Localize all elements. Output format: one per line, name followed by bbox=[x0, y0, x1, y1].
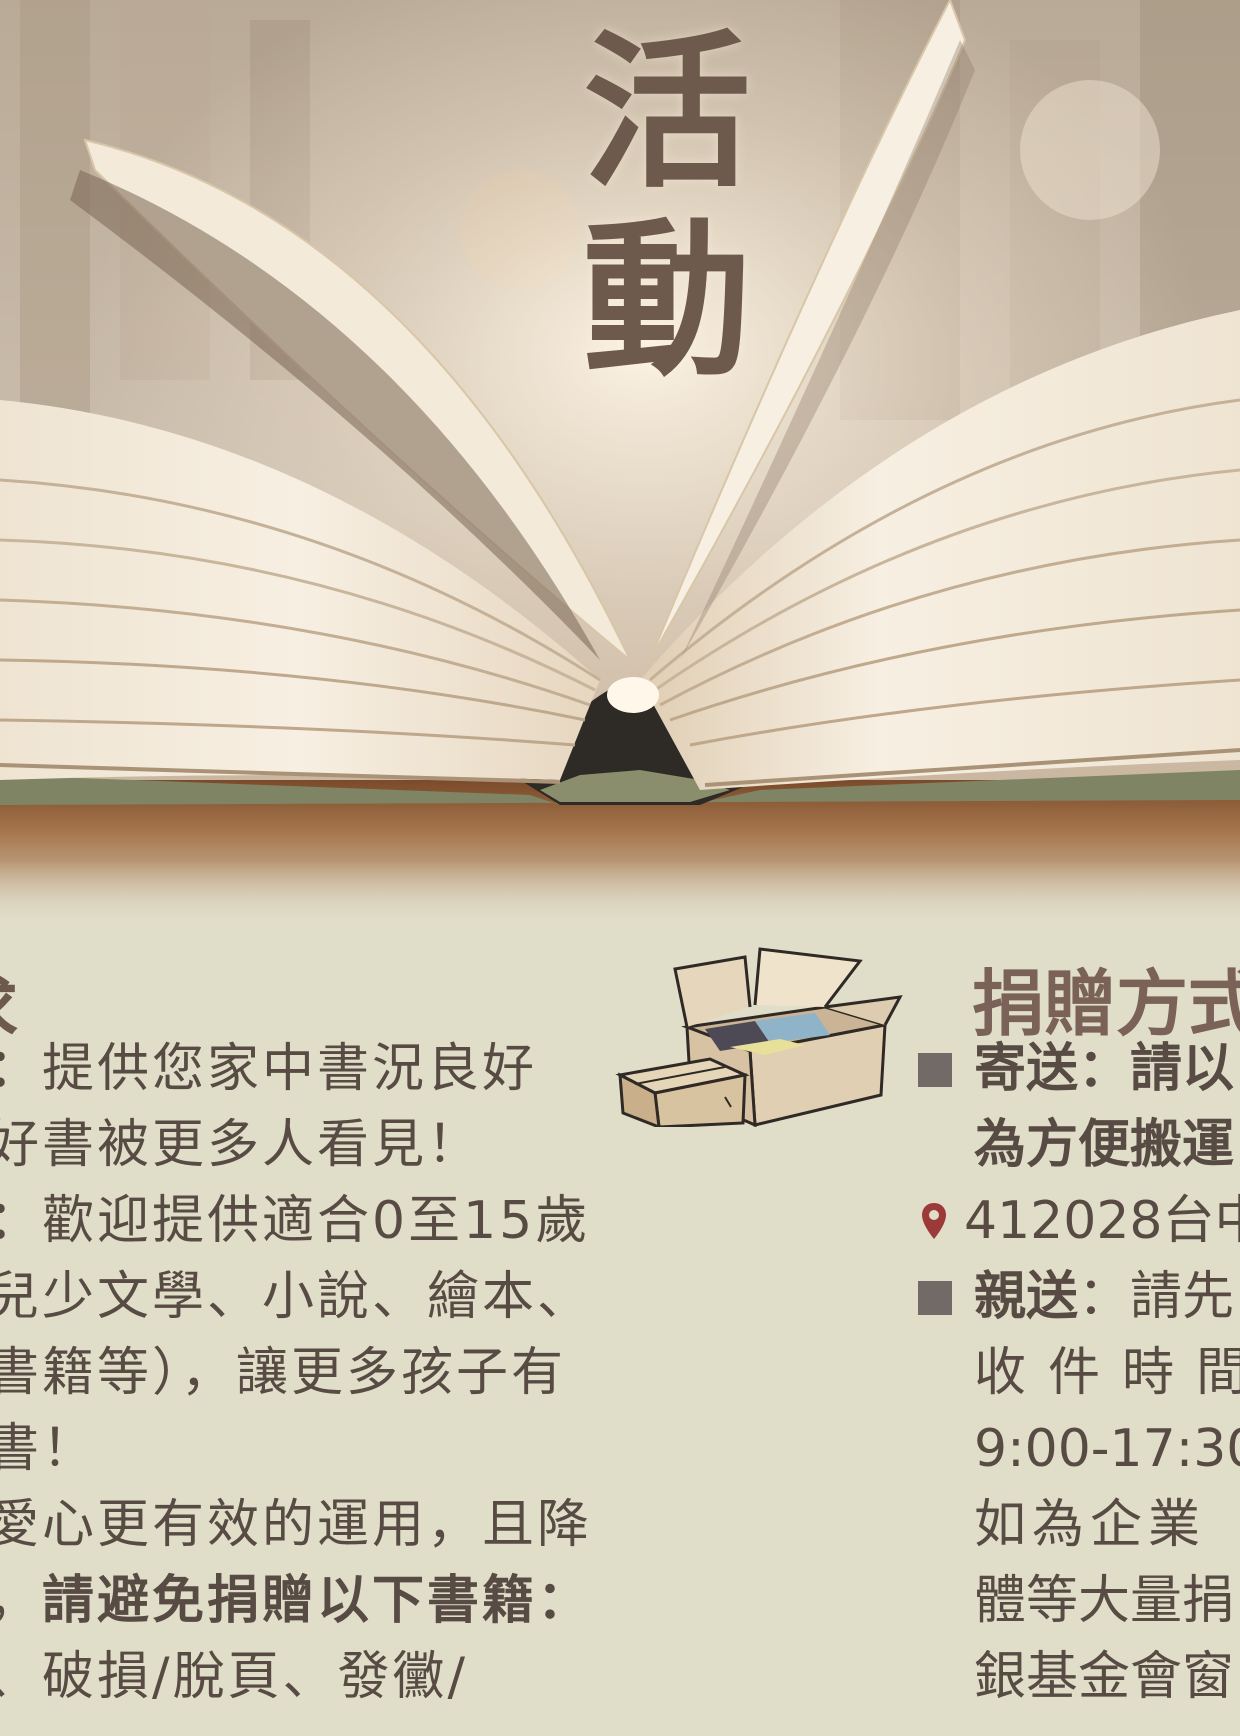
deliver-line: 體等大量捐 bbox=[918, 1563, 1240, 1639]
deliver-item: 親送：請先 bbox=[918, 1259, 1240, 1335]
deliver-line: 收件時間 bbox=[918, 1335, 1240, 1411]
line-text: 歡迎提供適合0至15歲 bbox=[42, 1191, 591, 1251]
square-bullet-icon bbox=[918, 1053, 952, 1087]
body-line: 好書！ bbox=[0, 1411, 672, 1487]
hero-book-photo: 活動 bbox=[0, 0, 1240, 925]
line-text: 斑、破損/脫頁、發黴/ bbox=[0, 1647, 469, 1707]
content-area: 求 籍：提供您家中書況良好 讓好書被更多人看見！ 書：歡迎提供適合0至15歲 如… bbox=[0, 925, 1240, 1736]
deliver-line: 銀基金會窗 bbox=[918, 1639, 1240, 1715]
square-bullet-icon bbox=[918, 1281, 952, 1315]
deliver-line: 9:00-17:30 bbox=[918, 1411, 1240, 1487]
body-line: 斑、破損/脫頁、發黴/ bbox=[0, 1639, 672, 1715]
deliver-line: 如為企業 bbox=[918, 1487, 1240, 1563]
mail-item-continued: 為方便搬運 bbox=[918, 1107, 1240, 1183]
deliver-line-text: 收件時間 bbox=[974, 1343, 1240, 1403]
line-text: 本， bbox=[0, 1571, 42, 1631]
line-text: 的愛心更有效的運用，且降 bbox=[0, 1495, 593, 1555]
deliver-text: ：請先 bbox=[1078, 1267, 1235, 1327]
deliver-label: 親送：請先 bbox=[974, 1259, 1234, 1335]
address-text: 412028台中 bbox=[964, 1191, 1240, 1251]
line-text: 如兒少文學、小說、繪本、 bbox=[0, 1267, 593, 1327]
body-line: 書：歡迎提供適合0至15歲 bbox=[0, 1183, 672, 1259]
line-text: 好書！ bbox=[0, 1419, 98, 1479]
right-section-title: 捐贈方式 bbox=[972, 962, 1240, 1046]
deliver-line-text: 9:00-17:30 bbox=[974, 1419, 1240, 1479]
left-section-title: 求 bbox=[0, 953, 18, 1054]
mail-item: 寄送：請以 bbox=[918, 1031, 1240, 1107]
left-section-body: 籍：提供您家中書況良好 讓好書被更多人看見！ 書：歡迎提供適合0至15歲 如兒少… bbox=[0, 1031, 672, 1715]
hero-title: 活動 bbox=[583, 13, 751, 399]
deliver-line-text: 體等大量捐 bbox=[974, 1571, 1235, 1631]
mail-continuation: 為方便搬運 bbox=[974, 1115, 1235, 1175]
mail-label: 寄送：請以 bbox=[974, 1039, 1235, 1099]
deliver-line-text: 如為企業 bbox=[974, 1495, 1207, 1555]
bold-text: 籍： bbox=[0, 1039, 42, 1099]
line-text: 科書籍等），讓更多孩子有 bbox=[0, 1343, 567, 1403]
bold-text: 書： bbox=[0, 1191, 42, 1251]
address-item: 412028台中 bbox=[918, 1183, 1240, 1259]
deliver-line-text: 銀基金會窗 bbox=[974, 1647, 1235, 1707]
body-line: 的愛心更有效的運用，且降 bbox=[0, 1487, 672, 1563]
body-line: 籍：提供您家中書況良好 bbox=[0, 1031, 672, 1107]
body-line: 科書籍等），讓更多孩子有 bbox=[0, 1335, 672, 1411]
body-line: 讓好書被更多人看見！ bbox=[0, 1107, 672, 1183]
line-text: 提供您家中書況良好 bbox=[42, 1039, 538, 1099]
cardboard-boxes-illustration bbox=[615, 947, 903, 1127]
body-line: 本，請避免捐贈以下書籍： bbox=[0, 1563, 672, 1639]
line-text: 讓好書被更多人看見！ bbox=[0, 1115, 483, 1175]
bold-text: 請避免捐贈以下書籍： bbox=[42, 1571, 593, 1631]
map-pin-icon bbox=[922, 1203, 946, 1239]
open-book-photo-graphic bbox=[0, 0, 1240, 925]
body-line: 如兒少文學、小說、繪本、 bbox=[0, 1259, 672, 1335]
donation-methods: 寄送：請以 為方便搬運 412028台中 親送：請先 收件時間 9:00-17:… bbox=[918, 1031, 1240, 1715]
deliver-bold: 親送 bbox=[974, 1267, 1079, 1327]
